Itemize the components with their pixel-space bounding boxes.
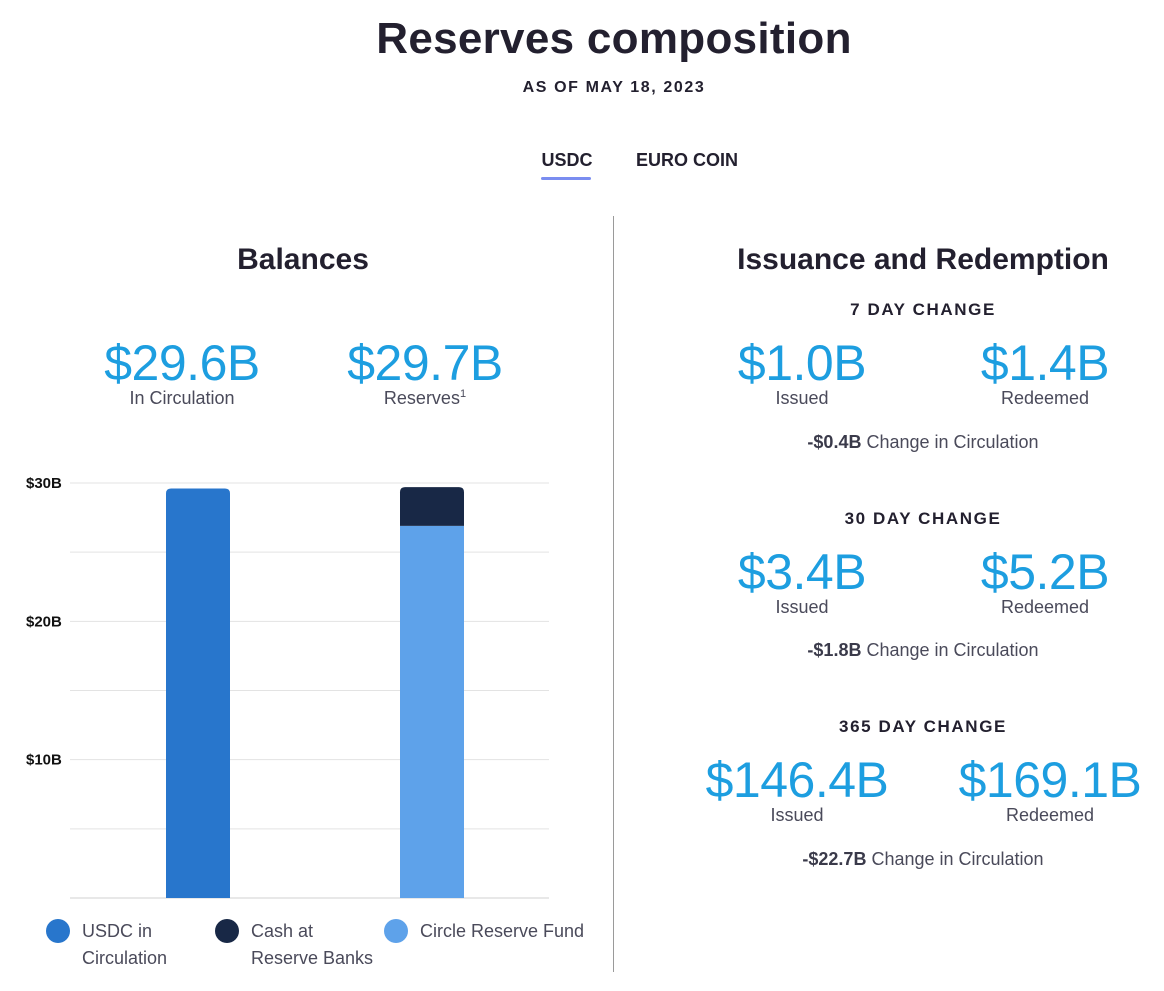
change-label-7d: Change in Circulation (866, 432, 1039, 452)
issued-value-30d: $3.4B (737, 544, 867, 600)
period-label-7d: 7 DAY CHANGE (850, 300, 996, 319)
tab-usdc[interactable]: USDC (541, 150, 593, 170)
y-tick-label: $20B (26, 613, 62, 630)
legend-label-usdc: USDC in Circulation (82, 918, 167, 972)
reserves-label: Reserves (383, 388, 460, 408)
change-line-365d: -$22.7B Change in Circulation (700, 849, 1146, 870)
y-axis-ticks: $10B $20B $30B (26, 475, 62, 769)
legend-swatch-cash (215, 919, 239, 943)
change-line-30d: -$1.8B Change in Circulation (700, 640, 1146, 661)
issued-label-30d: Issued (775, 597, 829, 617)
redeemed-value-30d: $5.2B (980, 544, 1110, 600)
redeemed-value-7d: $1.4B (980, 335, 1110, 391)
change-label-30d: Change in Circulation (866, 640, 1039, 660)
redeemed-stat-7d: $1.4B Redeemed (945, 334, 1145, 409)
issued-stat-365d: $146.4B Issued (677, 751, 917, 826)
issued-value-365d: $146.4B (705, 752, 889, 808)
bar-segment-usdc-in-circulation[interactable] (166, 488, 230, 898)
legend-label-cash: Cash at Reserve Banks (251, 918, 373, 972)
page-title: Reserves composition (376, 14, 852, 63)
circulation-value: $29.6B (104, 335, 260, 391)
redeemed-label-7d: Redeemed (1000, 388, 1090, 408)
y-tick-label: $30B (26, 475, 62, 492)
change-line-7d: -$0.4B Change in Circulation (700, 432, 1146, 453)
issued-label-365d: Issued (770, 805, 824, 825)
section-divider (613, 216, 614, 972)
change-value-30d: -$1.8B (807, 640, 862, 660)
circulation-stat: $29.6B In Circulation (82, 334, 282, 409)
issued-label-7d: Issued (775, 388, 829, 408)
reserves-stat: $29.7B Reserves1 (325, 334, 525, 409)
legend-label-usdc-line2: Circulation (82, 948, 168, 968)
issued-stat-30d: $3.4B Issued (702, 543, 902, 618)
circulation-label: In Circulation (129, 388, 235, 408)
issuance-title: Issuance and Redemption (737, 243, 1109, 276)
as-of-date: AS OF MAY 18, 2023 (522, 79, 706, 96)
redeemed-label-365d: Redeemed (1005, 805, 1095, 825)
legend-label-fund: Circle Reserve Fund (420, 921, 585, 941)
balances-title: Balances (237, 243, 369, 276)
legend-label-cash-line1: Cash at (251, 921, 314, 941)
tab-euro-coin[interactable]: EURO COIN (636, 150, 739, 170)
redeemed-label-30d: Redeemed (1000, 597, 1090, 617)
balances-bar-chart: $10B $20B $30B (26, 475, 549, 899)
bar-segment-cash-at-reserve-banks[interactable] (400, 487, 464, 526)
issued-stat-7d: $1.0B Issued (702, 334, 902, 409)
reserves-footnote[interactable]: 1 (459, 388, 467, 400)
change-value-7d: -$0.4B (807, 432, 862, 452)
active-tab-indicator (541, 177, 591, 180)
period-label-365d: 365 DAY CHANGE (839, 717, 1007, 736)
issued-value-7d: $1.0B (737, 335, 867, 391)
y-tick-label: $10B (26, 752, 62, 769)
chart-gridlines (70, 482, 549, 899)
legend-swatch-usdc (46, 919, 70, 943)
change-value-365d: -$22.7B (802, 849, 867, 869)
reserves-label-wrap: Reserves1 (325, 388, 525, 409)
change-label-365d: Change in Circulation (871, 849, 1044, 869)
legend-label-usdc-line1: USDC in (82, 921, 153, 941)
redeemed-stat-365d: $169.1B Redeemed (930, 751, 1164, 826)
legend-label-cash-line2: Reserve Banks (251, 948, 374, 968)
reserves-value: $29.7B (347, 335, 503, 391)
bar-segment-circle-reserve-fund[interactable] (400, 525, 464, 898)
redeemed-stat-30d: $5.2B Redeemed (945, 543, 1145, 618)
legend-swatch-fund (384, 919, 408, 943)
redeemed-value-365d: $169.1B (958, 752, 1142, 808)
period-label-30d: 30 DAY CHANGE (844, 509, 1002, 528)
chart-bars (166, 487, 464, 898)
